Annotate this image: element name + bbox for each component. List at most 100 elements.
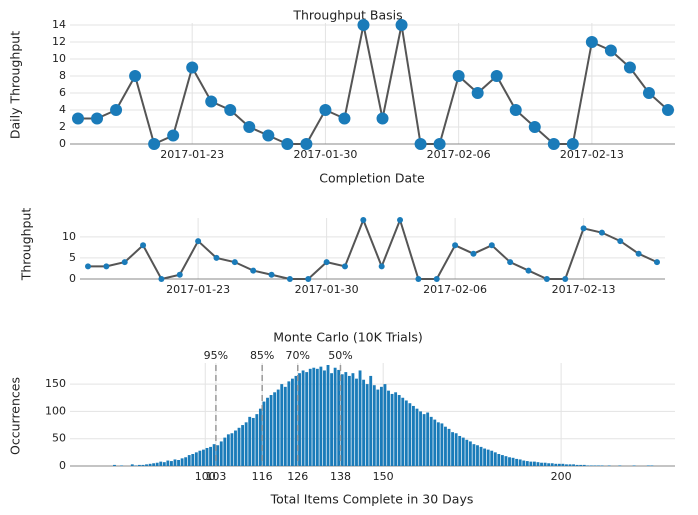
data-point	[471, 87, 484, 99]
histogram-bar	[145, 464, 148, 466]
histogram-bar	[582, 464, 586, 466]
histogram-bar	[422, 414, 426, 466]
data-point	[452, 70, 465, 82]
data-point	[470, 250, 477, 257]
histogram-bar	[162, 462, 166, 466]
y-tick-label: 8	[59, 69, 66, 82]
data-point	[129, 70, 142, 82]
y-tick-label: 5	[69, 251, 76, 264]
data-point	[378, 263, 385, 270]
histogram-bar	[397, 395, 401, 466]
histogram-bar	[468, 441, 472, 466]
data-point	[338, 112, 351, 125]
histogram-bar	[632, 465, 636, 466]
histogram-bar	[209, 446, 213, 466]
histogram-bar	[223, 437, 227, 466]
y-tick-label: 0	[59, 459, 66, 472]
histogram-bar	[301, 370, 305, 466]
histogram-bar	[504, 456, 508, 466]
histogram-bar	[433, 419, 437, 466]
y-tick-label: 0	[59, 137, 66, 150]
data-point	[623, 61, 636, 74]
histogram-bar	[540, 462, 543, 466]
data-point	[268, 271, 275, 278]
data-point	[281, 138, 294, 150]
x-axis-label: Total Items Complete in 30 Days	[270, 492, 474, 507]
data-point	[213, 254, 220, 261]
histogram-bar	[650, 465, 654, 466]
percentile-label: 95%	[204, 349, 228, 362]
histogram-bar	[401, 397, 405, 466]
histogram-bar	[347, 375, 351, 466]
histogram-bar	[572, 464, 576, 466]
histogram-bar	[276, 389, 280, 466]
y-tick-label: 12	[52, 35, 66, 48]
data-point	[543, 276, 550, 282]
histogram-bar	[194, 452, 198, 466]
histogram-bar	[177, 459, 180, 466]
data-point	[243, 121, 256, 133]
histogram-bar	[379, 386, 383, 466]
histogram-bar	[255, 414, 259, 466]
data-point	[488, 242, 495, 249]
histogram-bar	[283, 386, 287, 466]
histogram-bar	[472, 444, 476, 466]
histogram-bar	[191, 453, 195, 466]
data-point	[562, 276, 569, 282]
data-point	[231, 259, 238, 266]
data-point	[158, 276, 165, 282]
histogram-bar	[426, 412, 430, 466]
chart-title: Monte Carlo (10K Trials)	[273, 330, 422, 345]
histogram-bar	[251, 417, 255, 466]
histogram-bar	[390, 393, 394, 466]
histogram-bar	[134, 465, 138, 466]
histogram-bar	[141, 464, 145, 466]
data-point	[376, 112, 389, 125]
histogram-bar	[387, 390, 390, 466]
histogram-bar	[333, 367, 337, 466]
x-tick-label: 2017-01-23	[160, 148, 224, 161]
histogram-bar	[436, 422, 440, 466]
data-point	[617, 238, 624, 245]
data-point	[525, 267, 532, 274]
histogram-bar	[294, 375, 298, 466]
histogram-bar	[607, 465, 611, 466]
histogram-bar	[511, 457, 515, 466]
histogram-bar	[646, 465, 650, 466]
histogram-bar	[319, 366, 323, 466]
data-point	[598, 229, 605, 236]
x-tick-label: 100	[195, 470, 216, 483]
percentile-label: 50%	[328, 349, 352, 362]
y-axis-label: Throughput	[19, 208, 34, 282]
histogram-bar	[273, 392, 277, 466]
histogram-bar	[344, 372, 348, 466]
x-tick-label: 103	[205, 470, 226, 483]
data-point	[140, 242, 147, 249]
data-point	[357, 19, 370, 31]
histogram-bar	[383, 384, 387, 466]
histogram-bar	[216, 445, 220, 466]
y-tick-label: 100	[45, 404, 66, 417]
data-point	[110, 104, 123, 116]
histogram-bar	[600, 465, 604, 466]
histogram-bar	[120, 465, 124, 466]
data-point	[635, 250, 642, 257]
histogram-bar	[476, 445, 479, 466]
histogram-bar	[618, 465, 622, 466]
histogram-bar	[269, 395, 273, 466]
y-axis-label: Occurrences	[8, 377, 23, 455]
data-point	[452, 242, 459, 249]
data-point	[319, 104, 332, 116]
histogram-bar	[543, 462, 547, 466]
histogram-bar	[586, 465, 590, 466]
data-point	[286, 276, 293, 282]
histogram-bar	[152, 463, 156, 466]
histogram-bar	[408, 403, 412, 466]
histogram-bar	[497, 453, 501, 466]
histogram-bar	[522, 460, 526, 466]
histogram-bar	[184, 457, 188, 466]
histogram-bar	[486, 449, 490, 466]
histogram-bar	[444, 426, 447, 466]
histogram-bar	[205, 447, 209, 466]
